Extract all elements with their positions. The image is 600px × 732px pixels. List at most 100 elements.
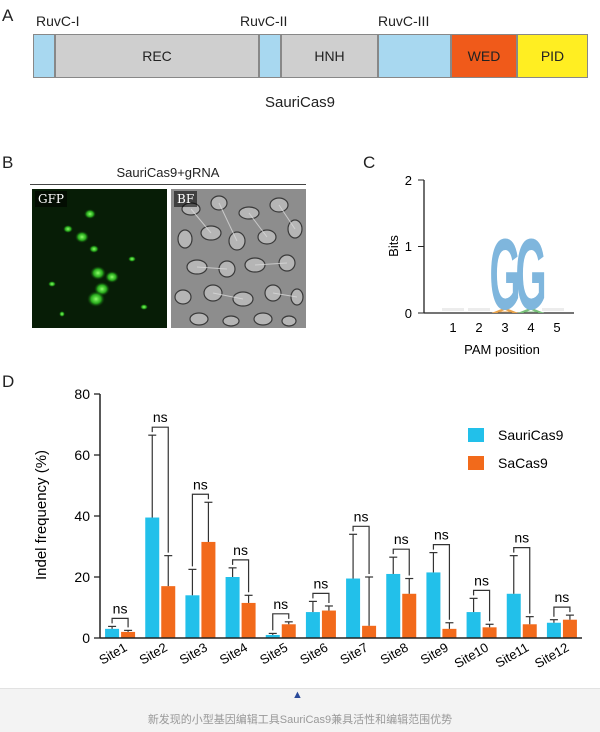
indel-xtick-label-site7: Site7 [337, 640, 370, 668]
sig-bracket-site1 [111, 617, 129, 628]
sig-label-site6: ns [314, 575, 329, 591]
logo-ytick-label-1: 1 [405, 239, 412, 254]
bar-sacas9-site2 [161, 586, 176, 638]
domain-label-ruvc1: RuvC-I [36, 13, 80, 29]
logo-xtick-label-1: 1 [449, 320, 456, 335]
domain-label-ruvc3: RuvC-III [378, 13, 430, 29]
sig-bracket-site3 [191, 493, 210, 567]
indel-xtick-label-site4: Site4 [217, 640, 250, 668]
bar-sacas9-site9 [442, 628, 457, 638]
sig-bracket-site10 [472, 589, 491, 622]
caption-triangle-icon: ▲ [292, 689, 303, 701]
bf-cells-image [171, 189, 306, 328]
indel-xtick-label-site1: Site1 [96, 640, 129, 668]
domain-rec: REC [55, 34, 259, 78]
sig-label-site7: ns [354, 508, 369, 524]
bar-sauricas9-site8 [386, 573, 401, 638]
sig-label-site9: ns [434, 527, 449, 543]
indel-ytick-label-80: 80 [74, 386, 90, 402]
legend-swatch-sauricas9 [468, 428, 484, 442]
bar-sauricas9-site9 [426, 572, 441, 638]
bar-sacas9-site8 [402, 593, 417, 638]
legend-label-sauricas9: SauriCas9 [498, 427, 564, 443]
indel-xtick-label-site8: Site8 [378, 640, 411, 668]
gfp-micrograph: GFP [32, 189, 167, 328]
sig-label-site11: ns [514, 530, 529, 546]
gfp-cells-image [32, 189, 167, 328]
domain-hnh: HNH [281, 34, 378, 78]
caption-text: 新发现的小型基因编辑工具SauriCas9兼具活性和编辑范围优势 [147, 714, 453, 726]
bar-sacas9-site5 [281, 624, 296, 638]
bar-sacas9-site12 [562, 619, 577, 638]
indel-xtick-label-site6: Site6 [297, 640, 330, 668]
legend-swatch-sacas9 [468, 456, 484, 470]
bars-layer: ns ns ns ns ns ns ns ns ns ns ns ns [105, 409, 577, 638]
bar-sauricas9-site11 [506, 593, 521, 638]
domain-wed: WED [451, 34, 517, 78]
sig-bracket-site12 [553, 606, 571, 617]
bar-sacas9-site6 [321, 610, 336, 638]
bf-tag: BF [174, 191, 198, 207]
panel-b-letter: B [2, 153, 14, 172]
sig-label-site1: ns [113, 600, 128, 616]
logo-ytick-label-2: 2 [405, 173, 412, 188]
indel-xtick-label-site11: Site11 [493, 640, 532, 671]
domain-pid: PID [517, 34, 588, 78]
indel-ytick-label-0: 0 [82, 630, 90, 646]
sig-bracket-site2 [151, 426, 169, 553]
indel-xtick-label-site5: Site5 [257, 640, 290, 668]
bar-sauricas9-site5 [265, 634, 280, 638]
indel-ytick-label-20: 20 [74, 569, 90, 585]
bar-sauricas9-site7 [346, 578, 361, 638]
indel-xtick-label-site10: Site10 [452, 640, 491, 671]
sig-label-site4: ns [233, 542, 248, 558]
bar-sacas9-site1 [121, 631, 136, 638]
sig-label-site3: ns [193, 476, 208, 492]
micrograph-title: SauriCas9+gRNA [116, 165, 220, 180]
gfp-tag: GFP [35, 191, 67, 207]
bar-sacas9-site3 [201, 541, 216, 638]
sig-bracket-site5 [272, 613, 290, 631]
logo-xtick-label-3: 3 [501, 320, 508, 335]
panel-a-letter: A [2, 6, 14, 25]
sig-bracket-site4 [231, 559, 250, 593]
logo-letter-a-pos4: A [517, 308, 546, 314]
domain-label-ruvc2: RuvC-II [240, 13, 288, 29]
indel-ytick-label-40: 40 [74, 508, 90, 524]
bar-sacas9-site10 [482, 627, 497, 638]
caption-bar: ▲ 新发现的小型基因编辑工具SauriCas9兼具活性和编辑范围优势 [0, 688, 600, 732]
legend-label-sacas9: SaCas9 [498, 455, 548, 471]
bar-sauricas9-site6 [305, 612, 320, 638]
sig-bracket-site11 [513, 547, 531, 614]
indel-ytick-label-60: 60 [74, 447, 90, 463]
micrograph-title-rule [30, 184, 306, 185]
bar-sauricas9-site12 [546, 622, 561, 638]
sig-label-site12: ns [555, 589, 570, 605]
domain-ruvc3 [378, 34, 451, 78]
logo-letter-g-pos3: G [489, 220, 520, 332]
protein-name: SauriCas9 [264, 94, 336, 111]
sig-bracket-site9 [432, 544, 451, 620]
domain-ruvc2 [259, 34, 281, 78]
logo-y-label: Bits [386, 235, 401, 257]
sig-label-site8: ns [394, 531, 409, 547]
bar-sauricas9-site3 [185, 595, 200, 638]
indel-y-label: Indel frequency (%) [33, 450, 50, 580]
indel-xtick-label-site12: Site12 [532, 640, 571, 671]
bar-sacas9-site11 [522, 624, 537, 638]
indel-xtick-label-site3: Site3 [177, 640, 210, 668]
sig-bracket-site8 [392, 548, 410, 576]
logo-xtick-label-2: 2 [475, 320, 482, 335]
bar-sauricas9-site4 [225, 577, 240, 638]
logo-x-label: PAM position [464, 342, 540, 357]
logo-xtick-label-5: 5 [553, 320, 560, 335]
bf-micrograph: BF [171, 189, 306, 328]
bar-sacas9-site4 [241, 602, 256, 638]
panel-c-letter: C [363, 153, 376, 172]
logo-background-letters [442, 308, 564, 311]
indel-xtick-label-site2: Site2 [137, 640, 170, 668]
panel-d-letter: D [2, 372, 15, 391]
